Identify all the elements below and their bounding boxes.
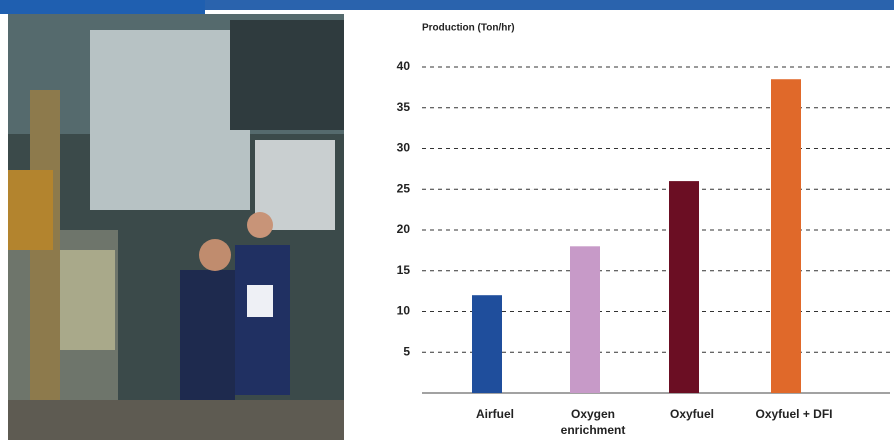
y-tick-label: 40 (397, 59, 411, 73)
chart-title: Production (Ton/hr) (422, 23, 515, 34)
x-tick-label: Airfuel (475, 407, 514, 421)
photo (8, 14, 344, 440)
bar (771, 79, 801, 393)
y-tick-label: 20 (397, 222, 411, 236)
x-tick-label: Oxyfuel + DFI (755, 407, 833, 421)
y-tick-label: 5 (403, 344, 410, 358)
header-tab (0, 0, 205, 14)
header-strip (0, 0, 894, 10)
y-tick-label: 25 (397, 181, 411, 195)
y-tick-label: 10 (397, 304, 411, 318)
bar (472, 295, 502, 393)
bar (669, 181, 699, 393)
x-tick-label: Oxygen enrichment (560, 407, 626, 437)
y-tick-label: 35 (397, 100, 411, 114)
x-tick-label: Oxyfuel (669, 407, 714, 421)
y-tick-label: 15 (397, 263, 411, 277)
bar (570, 246, 600, 393)
y-tick-label: 30 (397, 141, 411, 155)
